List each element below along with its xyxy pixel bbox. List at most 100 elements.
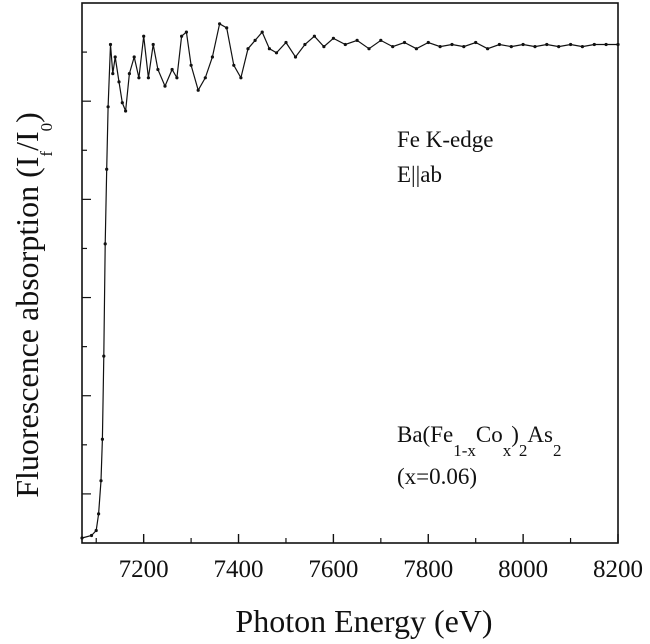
data-point	[246, 47, 250, 51]
y-title-mid: /I	[9, 131, 45, 151]
x-axis-ticks: 7200 7400 7600 7800 8000 8200	[95, 534, 643, 583]
data-point	[175, 76, 179, 80]
data-point	[592, 42, 596, 47]
data-point	[557, 45, 561, 49]
y-title-sub-f: f	[37, 151, 56, 157]
data-point	[355, 38, 359, 43]
data-point	[99, 479, 103, 483]
y-title-close: )	[9, 112, 45, 123]
data-point	[117, 80, 121, 84]
data-point	[80, 536, 84, 540]
annotation-polarization: E||ab	[397, 162, 442, 187]
series-points	[80, 22, 620, 540]
data-point	[137, 76, 141, 80]
x-tick-label: 8000	[498, 556, 548, 583]
data-point	[124, 109, 128, 113]
data-point	[189, 63, 193, 67]
data-point	[322, 45, 326, 49]
data-point	[108, 42, 113, 47]
data-point	[569, 42, 573, 47]
data-point	[267, 47, 271, 51]
data-point	[379, 38, 383, 43]
x-tick-label: 8200	[593, 556, 643, 583]
x-axis-title: Photon Energy (eV)	[235, 603, 492, 639]
data-point	[450, 42, 454, 47]
data-point	[103, 242, 107, 246]
data-point	[196, 88, 200, 92]
annotation-edge: Fe K-edge	[397, 127, 493, 152]
data-point	[616, 42, 620, 47]
formula-part-a: Ba(Fe	[397, 422, 453, 447]
formula-sub-2: x	[503, 441, 512, 460]
data-point	[391, 45, 395, 49]
x-tick-label: 7800	[403, 556, 453, 583]
annotation-formula: Ba(Fe1-xCox)2As2	[397, 422, 561, 460]
y-axis-title: Fluorescence absorption (If/I0)	[9, 112, 56, 498]
data-point	[312, 34, 316, 38]
data-point	[232, 63, 236, 67]
formula-part-c: )	[511, 422, 519, 447]
data-point	[97, 512, 101, 516]
y-axis-ticks	[82, 51, 91, 495]
data-point	[111, 72, 115, 76]
data-point	[438, 45, 442, 49]
data-point	[170, 67, 174, 72]
data-point	[343, 42, 347, 47]
series-line	[81, 22, 618, 539]
formula-sub-1: 1-x	[453, 441, 476, 460]
data-point	[426, 40, 430, 45]
data-point	[132, 55, 136, 59]
y-title-main: Fluorescence absorption (I	[9, 157, 45, 498]
data-point	[142, 34, 146, 38]
data-point	[260, 30, 264, 34]
data-point	[414, 47, 418, 51]
x-tick-label: 7200	[119, 556, 169, 583]
formula-sub-4: 2	[553, 441, 562, 460]
formula-sub-3: 2	[519, 441, 528, 460]
data-point	[89, 533, 94, 538]
data-point	[293, 55, 298, 59]
x-tick-label: 7400	[214, 556, 264, 583]
data-point	[331, 36, 335, 40]
data-point	[180, 34, 184, 38]
data-point	[156, 67, 160, 72]
data-point	[106, 105, 110, 109]
data-point	[151, 42, 155, 47]
data-point	[239, 76, 243, 80]
data-point	[253, 38, 257, 43]
data-point	[146, 76, 150, 80]
data-point	[100, 437, 104, 441]
formula-part-b: Co	[476, 422, 503, 447]
data-point	[218, 22, 222, 26]
data-point	[184, 30, 188, 34]
data-point	[102, 354, 106, 358]
data-point	[163, 84, 167, 88]
data-point	[604, 42, 608, 47]
data-point	[402, 40, 407, 45]
data-point	[497, 42, 501, 47]
data-point	[274, 51, 279, 55]
data-point	[367, 47, 371, 51]
formula-part-d: As	[527, 422, 553, 447]
data-point	[509, 45, 513, 49]
data-point	[462, 45, 466, 49]
data-point	[474, 40, 478, 45]
plot-area-frame	[81, 2, 619, 544]
data-point	[580, 45, 585, 49]
data-point	[113, 55, 117, 59]
data-point	[105, 167, 109, 171]
data-point	[203, 76, 207, 80]
annotation-composition: (x=0.06)	[397, 464, 477, 489]
data-point	[210, 55, 214, 59]
data-point	[521, 42, 525, 47]
data-point	[486, 47, 490, 51]
data-point	[533, 45, 537, 49]
data-point	[94, 528, 98, 533]
data-point	[127, 72, 131, 76]
data-point	[545, 42, 549, 47]
y-title-sub-0: 0	[37, 123, 56, 132]
data-point	[303, 42, 307, 47]
x-tick-label: 7600	[308, 556, 358, 583]
data-point	[120, 101, 124, 105]
